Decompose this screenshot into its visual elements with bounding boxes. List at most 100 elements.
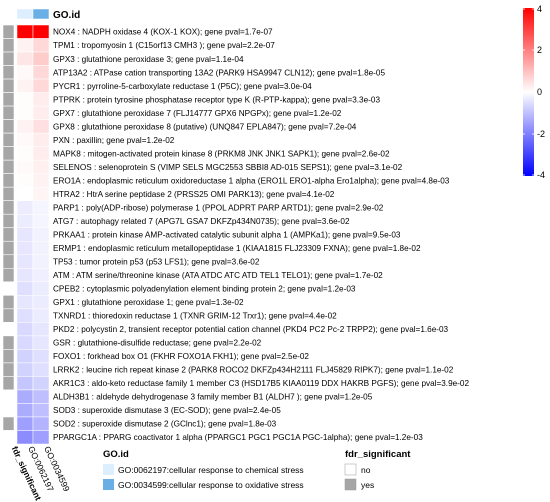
heatmap-cell	[16, 335, 34, 350]
row-label: TPM1 : tropomyosin 1 (C15orf13 CMH3 ); g…	[53, 41, 275, 50]
fdr-cell	[2, 430, 15, 445]
heatmap-cell	[16, 254, 34, 269]
fdr-cell	[2, 389, 15, 404]
fdr-cell	[2, 349, 15, 364]
fdr-cell	[2, 322, 15, 337]
header-swatch	[32, 8, 50, 20]
heatmap-cell	[32, 213, 50, 228]
row-label: LRRK2 : leucine rich repeat kinase 2 (PA…	[53, 366, 454, 375]
heatmap-cell	[32, 92, 50, 107]
row-label: AKR1C3 : aldo-keto reductase family 1 me…	[53, 379, 469, 388]
heatmap-cell	[16, 376, 34, 391]
fdr-cell	[2, 240, 15, 256]
legend-fdr-title: fdr_significant	[345, 449, 411, 460]
fdr-cell	[2, 78, 15, 93]
heatmap-cell	[16, 281, 34, 296]
row-label: FOXO1 : forkhead box O1 (FKHR FOXO1A FKH…	[53, 352, 309, 361]
heatmap-cell	[16, 186, 34, 201]
heatmap-cell	[16, 159, 34, 174]
fdr-cell	[2, 281, 15, 296]
fdr-cell	[2, 295, 15, 310]
heatmap-cell	[16, 24, 34, 39]
row-label: ERO1A : endoplasmic reticulum oxidoreduc…	[53, 176, 450, 185]
heatmap-cell	[16, 241, 34, 256]
fdr-cell	[2, 105, 15, 120]
heatmap-cell	[32, 268, 50, 283]
heatmap-cell	[32, 159, 50, 174]
heatmap-cell	[32, 78, 50, 93]
fdr-cell	[2, 416, 15, 431]
heatmap-cell	[16, 173, 34, 188]
fdr-cell	[2, 65, 15, 80]
row-label: SOD3 : superoxide dismutase 3 (EC-SOD); …	[53, 406, 281, 415]
row-label: ALDH3B1 : aldehyde dehydrogenase 3 famil…	[53, 393, 373, 402]
heatmap-cell	[32, 254, 50, 269]
heatmap-cell	[32, 105, 50, 120]
legend-go-swatch	[103, 479, 114, 490]
heatmap-cell	[16, 51, 34, 66]
colorbar-tick-label: -4	[537, 170, 545, 180]
row-label: PRKAA1 : protein kinase AMP-activated ca…	[53, 230, 401, 239]
row-label: SOD2 : superoxide dismutase 2 (GClnc1); …	[53, 420, 277, 429]
legend-go-swatch	[103, 464, 114, 475]
heatmap-cell	[32, 65, 50, 80]
heatmap-cell	[32, 281, 50, 296]
heatmap-cell	[16, 322, 34, 337]
fdr-cell	[2, 213, 15, 229]
heatmap-cell	[16, 362, 34, 377]
fdr-cell	[2, 159, 15, 174]
colorbar-tick-label: -2	[537, 129, 545, 139]
row-label: ATP13A2 : ATPase cation transporting 13A…	[53, 68, 385, 77]
row-label: NOX4 : NADPH oxidase 4 (KOX-1 KOX); gene…	[53, 28, 273, 37]
fdr-cell	[2, 24, 15, 39]
colorbar-tick-label: 0	[537, 87, 542, 97]
heatmap-cell	[16, 38, 34, 53]
header-swatch	[16, 8, 34, 20]
heatmap-cell	[32, 389, 50, 404]
fdr-cell	[2, 335, 15, 350]
heatmap-cell	[16, 349, 34, 364]
row-label: GPX8 : glutathione peroxidase 8 (putativ…	[53, 122, 357, 131]
heatmap-cell	[32, 24, 50, 39]
heatmap-cell	[16, 268, 34, 283]
legend-fdr-swatch	[344, 463, 357, 476]
heatmap-cell	[32, 241, 50, 256]
heatmap-cell	[16, 78, 34, 93]
fdr-cell	[2, 173, 15, 188]
legend-fdr-swatch	[344, 478, 357, 491]
row-label: GPX1 : glutathione peroxidase 1; gene pv…	[53, 298, 244, 307]
heatmap-cell	[32, 119, 50, 134]
row-label: PYCR1 : pyrroline-5-carboxylate reductas…	[53, 82, 312, 91]
colorbar-gradient	[523, 8, 534, 176]
heatmap-cell	[32, 376, 50, 391]
fdr-cell	[2, 254, 15, 269]
row-labels: NOX4 : NADPH oxidase 4 (KOX-1 KOX); gene…	[53, 28, 469, 442]
row-label: ATM : ATM serine/threonine kinase (ATA A…	[53, 271, 383, 280]
heatmap-cell	[32, 308, 50, 323]
fdr-cell	[2, 403, 15, 418]
heatmap-cell	[32, 295, 50, 310]
legend-fdr-label: no	[361, 465, 371, 475]
fdr-cell	[2, 51, 15, 66]
heatmap-cell	[32, 186, 50, 201]
legend-fdr-label: yes	[361, 480, 374, 490]
row-label: GSR : glutathione-disulfide reductase; g…	[53, 339, 262, 348]
fdr-cell	[2, 308, 15, 323]
legend-go-label: GO:0034599:cellular response to oxidativ…	[118, 480, 304, 490]
fdr-column	[2, 24, 15, 445]
heatmap-cell	[32, 132, 50, 147]
header-label: GO.id	[53, 10, 80, 21]
heatmap-cell	[16, 132, 34, 147]
column-annotation-header: GO.id	[16, 8, 80, 21]
row-label: ERMP1 : endoplasmic reticulum metallopep…	[53, 244, 421, 253]
row-label: ATG7 : autophagy related 7 (APG7L GSA7 D…	[53, 217, 350, 226]
heatmap-cell	[16, 389, 34, 404]
fdr-cell	[2, 92, 15, 107]
heatmap-cell	[16, 105, 34, 120]
heatmap-cell	[16, 308, 34, 323]
row-label: GPX3 : glutathione peroxidase 3; gene pv…	[53, 55, 244, 64]
row-label: PARP1 : poly(ADP-ribose) polymerase 1 (P…	[53, 203, 384, 212]
heatmap-cell	[32, 227, 50, 242]
row-label: PPARGC1A : PPARG coactivator 1 alpha (PP…	[53, 433, 423, 442]
